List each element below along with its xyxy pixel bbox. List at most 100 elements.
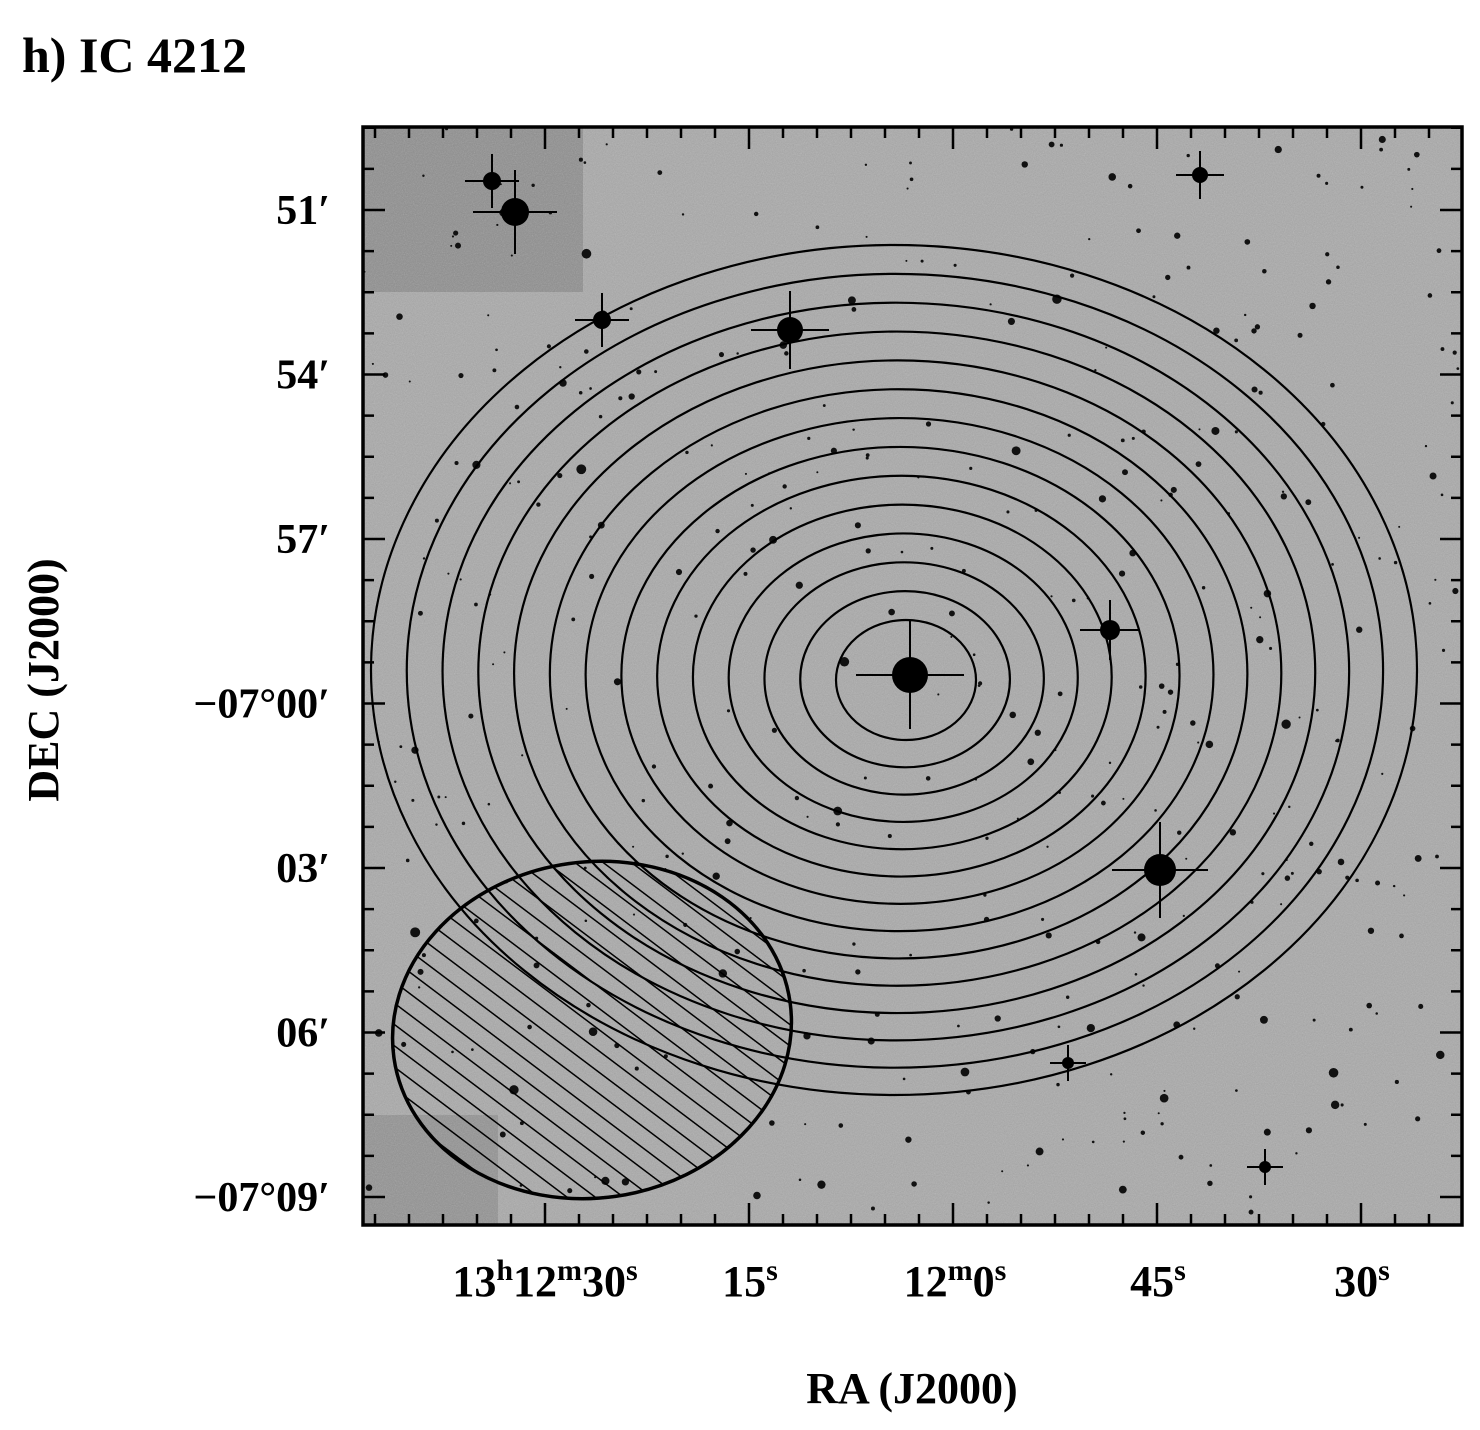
star xyxy=(546,344,551,349)
star xyxy=(1411,187,1414,191)
star xyxy=(1249,1195,1253,1199)
star xyxy=(715,528,720,534)
star xyxy=(1284,875,1291,881)
image-panel xyxy=(363,127,1462,1225)
star xyxy=(1035,1147,1044,1156)
star-spike xyxy=(1050,1045,1086,1081)
star xyxy=(1067,433,1071,437)
star xyxy=(517,480,521,484)
y-tick-label: −07°00′ xyxy=(193,682,330,728)
star xyxy=(1186,153,1190,158)
star xyxy=(1360,185,1364,189)
star xyxy=(1195,461,1202,468)
star xyxy=(1127,183,1133,189)
star xyxy=(822,404,826,407)
star-spike xyxy=(1176,151,1224,199)
star xyxy=(461,821,466,826)
star xyxy=(451,235,455,238)
star xyxy=(1328,1067,1339,1078)
star xyxy=(1356,626,1363,633)
y-tick-label: 57′ xyxy=(276,517,330,563)
star xyxy=(589,573,595,580)
star-spike xyxy=(473,170,557,254)
star xyxy=(865,235,868,238)
tick-text: 12 xyxy=(904,1257,948,1306)
x-axis-label: RA (J2000) xyxy=(806,1364,1017,1413)
star xyxy=(1254,324,1261,330)
star xyxy=(865,548,871,554)
star xyxy=(1348,1027,1353,1032)
star xyxy=(1152,295,1156,299)
contour xyxy=(620,445,1181,905)
star xyxy=(1452,350,1457,355)
star xyxy=(1250,606,1253,609)
star xyxy=(795,581,803,589)
star xyxy=(503,651,506,654)
star xyxy=(396,313,403,320)
star-spike xyxy=(856,621,964,729)
star xyxy=(1258,390,1263,395)
star xyxy=(1290,871,1294,875)
star xyxy=(852,428,855,431)
contour xyxy=(834,618,978,742)
star xyxy=(613,678,622,686)
star xyxy=(1358,536,1361,539)
star xyxy=(753,211,759,217)
star xyxy=(1167,689,1174,695)
star xyxy=(1094,369,1097,372)
tick-text: 0 xyxy=(973,1257,995,1306)
star xyxy=(1305,499,1312,506)
star xyxy=(1312,1018,1316,1022)
star xyxy=(411,798,415,802)
star xyxy=(1140,1130,1146,1135)
star xyxy=(1048,141,1055,148)
star xyxy=(906,187,909,190)
star xyxy=(1045,932,1052,939)
star xyxy=(1027,758,1035,766)
star xyxy=(578,157,583,162)
title: h) IC 4212 xyxy=(22,27,247,83)
star xyxy=(1450,401,1454,405)
star xyxy=(1046,845,1049,848)
star xyxy=(1159,1093,1169,1103)
star xyxy=(1182,914,1185,918)
star xyxy=(1398,525,1401,528)
star xyxy=(694,614,698,618)
star xyxy=(468,713,474,719)
star xyxy=(453,230,459,236)
star xyxy=(405,858,410,863)
contour xyxy=(691,503,1113,851)
star xyxy=(802,968,806,973)
superscript: h xyxy=(496,1254,513,1287)
star xyxy=(1248,1209,1254,1215)
star xyxy=(1229,829,1237,836)
star xyxy=(1120,438,1125,443)
x-tick-label: 30s xyxy=(1334,1254,1390,1306)
star xyxy=(817,1180,826,1189)
star xyxy=(1157,1112,1160,1115)
star xyxy=(905,1136,912,1143)
star xyxy=(870,1206,875,1211)
star xyxy=(1185,857,1188,860)
star xyxy=(1041,917,1045,921)
star xyxy=(1375,880,1381,886)
star xyxy=(726,819,733,827)
star xyxy=(509,482,512,485)
star xyxy=(838,1123,844,1128)
star xyxy=(1170,486,1177,493)
star xyxy=(1122,469,1128,476)
star xyxy=(598,414,603,419)
star xyxy=(961,568,966,573)
star xyxy=(1057,691,1063,697)
star xyxy=(937,693,940,696)
star xyxy=(1418,1003,1424,1009)
star xyxy=(1269,646,1273,650)
star xyxy=(492,663,495,666)
star xyxy=(1440,347,1445,351)
star xyxy=(1297,332,1303,338)
star-spike xyxy=(575,293,629,347)
star xyxy=(736,352,739,355)
star xyxy=(365,1184,373,1191)
star xyxy=(628,393,635,400)
star xyxy=(1378,557,1381,560)
